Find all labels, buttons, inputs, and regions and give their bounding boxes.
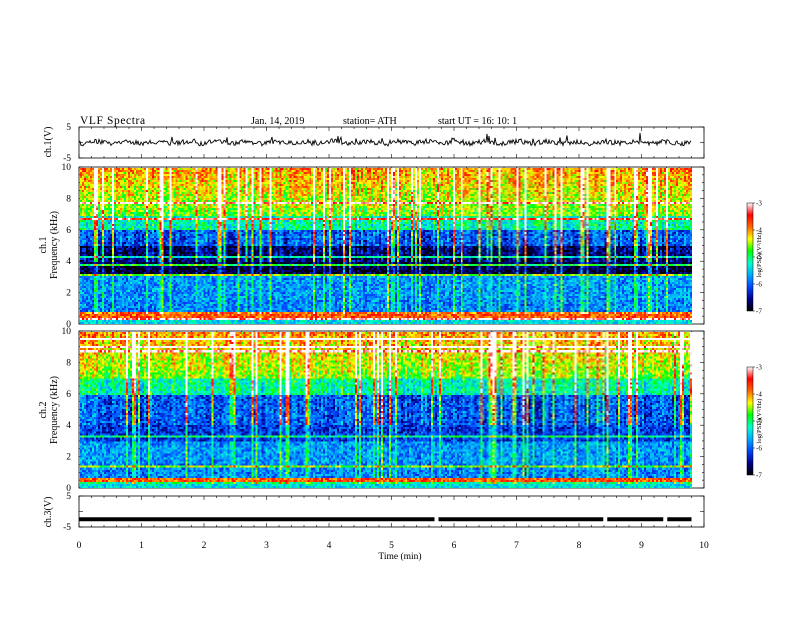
ch1-spectrogram-colorbar-tick-label: -4 (756, 227, 762, 235)
station-label: station= ATH (343, 116, 397, 127)
ch1-spectrogram-ytick-label: 6 (66, 226, 71, 236)
ch1-spectrogram-ytick-label: 4 (66, 257, 71, 267)
start-time-label: start UT = 16: 10: 1 (438, 116, 517, 127)
ch2-spectrogram-ytick-label: 10 (62, 327, 72, 337)
ch2-spectrogram-colorbar-tick-label: -4 (756, 391, 762, 399)
x-tick-label: 3 (264, 541, 269, 551)
ch1-spec-ylabel-line2: Frequency (kHz) (49, 211, 60, 279)
x-tick-label: 5 (389, 541, 394, 551)
x-axis-label: Time (min) (378, 551, 421, 562)
ch1-spectrogram-colorbar-tick-label: -3 (756, 200, 762, 208)
ch2-spectrogram-colorbar-tick-label: -3 (756, 364, 762, 372)
ch3-ylabel: ch.3(V) (43, 497, 54, 528)
ch2-spectrogram-colorbar-tick-label: -7 (756, 472, 762, 480)
ch2-spec-ylabel-line1: ch.2 (38, 402, 49, 419)
ch3-ytick-label: 5 (66, 492, 71, 502)
ch2-spectrogram-ytick-label: 0 (66, 484, 71, 494)
ch1-spectrogram-ytick-label: 0 (66, 320, 71, 330)
x-tick-label: 10 (699, 541, 709, 551)
ch3-ytick-label: -5 (63, 523, 71, 533)
ch1-ytick-label: -5 (63, 154, 71, 164)
ch2-spectrogram-ytick-label: 8 (66, 358, 71, 368)
ch1-waveform-line (78, 132, 692, 148)
ch1-spectrogram-heatmap (80, 168, 692, 324)
ch1-spectrogram-ytick-label: 8 (66, 194, 71, 204)
ch1-spectrogram-colorbar (746, 202, 754, 312)
date-label: Jan. 14, 2019 (251, 116, 304, 127)
ch1-ytick-label: 5 (66, 123, 71, 133)
ch1-ylabel: ch.1(V) (43, 127, 54, 158)
x-tick-label: 8 (577, 541, 582, 551)
ch2-spectrogram-ytick-label: 6 (66, 390, 71, 400)
x-tick-label: 6 (452, 541, 457, 551)
ch1-spectrogram-ytick-label: 10 (62, 163, 72, 173)
ch2-spectrogram-ytick-label: 2 (66, 453, 71, 463)
ch2-colorbar-label: log(PSD)(V²/Hz) (756, 399, 763, 444)
ch2-spectrogram-colorbar (746, 366, 754, 476)
ch1-colorbar-label: log(PSD)(V²/Hz) (756, 233, 763, 278)
x-tick-label: 7 (514, 541, 519, 551)
x-tick-label: 4 (327, 541, 332, 551)
ch1-spec-ylabel-line1: ch.1 (38, 237, 49, 254)
x-tick-label: 2 (202, 541, 207, 551)
ch1-spectrogram-colorbar-tick-label: -6 (756, 281, 762, 289)
ch2-spectrogram-ytick-label: 4 (66, 421, 71, 431)
ch1-spectrogram-colorbar-tick-label: -7 (756, 308, 762, 316)
ch2-spectrogram-heatmap (80, 332, 692, 488)
ch1-spectrogram-colorbar-tick-label: -5 (756, 254, 762, 262)
ch2-spec-ylabel-line2: Frequency (kHz) (49, 376, 60, 444)
x-tick-label: 1 (139, 541, 144, 551)
ch1-spectrogram-ytick-label: 2 (66, 289, 71, 299)
ch2-spectrogram-colorbar-tick-label: -6 (756, 445, 762, 453)
ch2-spectrogram-colorbar-tick-label: -5 (756, 418, 762, 426)
figure-title: VLF Spectra (80, 115, 146, 127)
x-tick-label: 9 (639, 541, 644, 551)
ch3-frame (78, 495, 705, 528)
x-tick-label: 0 (77, 541, 82, 551)
